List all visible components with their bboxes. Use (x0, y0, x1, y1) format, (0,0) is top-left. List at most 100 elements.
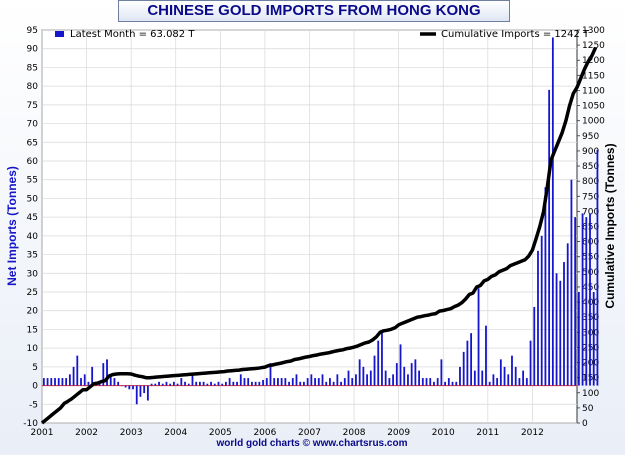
monthly-bar (369, 370, 372, 386)
right-tick-label: 850 (582, 162, 599, 172)
monthly-bar (128, 385, 131, 390)
monthly-bar (280, 378, 283, 386)
right-axis-label: Cumulative Imports (Tonnes) (603, 143, 617, 308)
monthly-bar (436, 378, 439, 386)
right-tick-label: 950 (582, 132, 599, 142)
monthly-bar (332, 381, 335, 386)
left-tick-label: -10 (23, 419, 38, 429)
monthly-bar (485, 325, 487, 386)
monthly-bar (403, 366, 406, 386)
monthly-bar (206, 383, 209, 386)
monthly-bar (109, 374, 112, 386)
monthly-bar (317, 378, 320, 386)
x-tick-label: 2002 (75, 428, 98, 438)
monthly-bar (102, 363, 105, 386)
monthly-bar (447, 378, 450, 386)
monthly-bar (355, 374, 357, 386)
monthly-bar (518, 378, 521, 386)
left-tick-label: 50 (27, 194, 39, 204)
right-tick-label: 700 (582, 207, 599, 217)
right-tick-label: 800 (582, 177, 599, 187)
left-tick-label: 90 (27, 45, 39, 55)
monthly-bar (548, 89, 551, 386)
monthly-bar (559, 280, 562, 386)
monthly-bar (303, 381, 305, 386)
right-tick-label: 1200 (582, 56, 605, 66)
monthly-bar (444, 381, 447, 386)
monthly-bar (466, 340, 469, 386)
x-tick-label: 2003 (120, 428, 143, 438)
monthly-bar (421, 378, 424, 386)
monthly-bar (221, 383, 224, 386)
right-tick-label: 1000 (582, 117, 605, 127)
cumulative-line (40, 46, 598, 425)
monthly-bar (577, 292, 580, 386)
left-tick-label: 30 (27, 269, 39, 279)
monthly-bar (117, 381, 120, 386)
monthly-bar (358, 359, 361, 386)
monthly-bar (566, 243, 569, 386)
left-tick-label: 65 (27, 138, 38, 148)
monthly-bar (477, 288, 480, 386)
monthly-bar (555, 273, 558, 386)
monthly-bar (496, 378, 499, 386)
chart-title-box: CHINESE GOLD IMPORTS FROM HONG KONG (118, 0, 510, 22)
monthly-bar (410, 363, 413, 386)
x-axis-ticks: 2001 2002 2003 2004 2005 2006 2007 2008 2009 2010… (31, 428, 544, 438)
monthly-bar (414, 359, 417, 386)
monthly-bar (54, 378, 56, 386)
monthly-bars (42, 37, 599, 405)
monthly-bar (57, 378, 60, 386)
left-tick-label: 85 (27, 63, 38, 73)
monthly-bar (433, 381, 435, 386)
monthly-bar (351, 378, 354, 386)
monthly-bar (295, 374, 298, 386)
monthly-bar (251, 381, 253, 386)
chart-title: CHINESE GOLD IMPORTS FROM HONG KONG (147, 2, 481, 19)
monthly-bar (563, 262, 565, 386)
monthly-bar (150, 383, 153, 386)
monthly-bar (321, 374, 324, 386)
monthly-bar (232, 381, 235, 386)
monthly-bar (574, 217, 577, 386)
monthly-bar (451, 381, 454, 386)
monthly-bar (135, 385, 138, 405)
monthly-bar (187, 383, 190, 386)
monthly-bar (65, 378, 68, 386)
monthly-bar (291, 378, 294, 386)
right-tick-label: 0 (582, 419, 588, 429)
left-tick-label: 70 (27, 120, 39, 130)
x-tick-label: 2012 (521, 428, 544, 438)
monthly-bar (314, 378, 316, 386)
left-tick-label: 5 (32, 363, 38, 373)
x-tick-label: 2008 (343, 428, 366, 438)
monthly-bar (384, 370, 387, 386)
credit-text: world gold charts © www.chartsrus.com (216, 438, 408, 449)
monthly-bar (195, 381, 198, 386)
monthly-bar (247, 378, 250, 386)
monthly-bar (514, 366, 517, 386)
monthly-bar (592, 292, 595, 386)
monthly-bar (120, 385, 123, 387)
monthly-bar (329, 378, 331, 386)
monthly-bar (273, 378, 276, 386)
left-tick-label: 20 (27, 307, 39, 317)
monthly-bar (551, 37, 554, 386)
monthly-bar (46, 378, 49, 386)
monthly-bar (161, 383, 164, 386)
monthly-bar (42, 378, 45, 386)
monthly-bar (154, 383, 157, 386)
legend-bar-swatch (55, 31, 64, 37)
monthly-bar (362, 366, 365, 386)
monthly-bar (459, 366, 461, 386)
monthly-bar (176, 383, 179, 386)
x-tick-label: 2010 (432, 428, 455, 438)
monthly-bar (440, 359, 443, 386)
monthly-bar (169, 383, 172, 386)
monthly-bar (481, 370, 484, 386)
monthly-bar (395, 363, 398, 386)
right-tick-label: 1100 (582, 86, 605, 96)
monthly-bar (425, 378, 428, 386)
monthly-bar (336, 374, 339, 386)
monthly-bar (61, 378, 64, 386)
